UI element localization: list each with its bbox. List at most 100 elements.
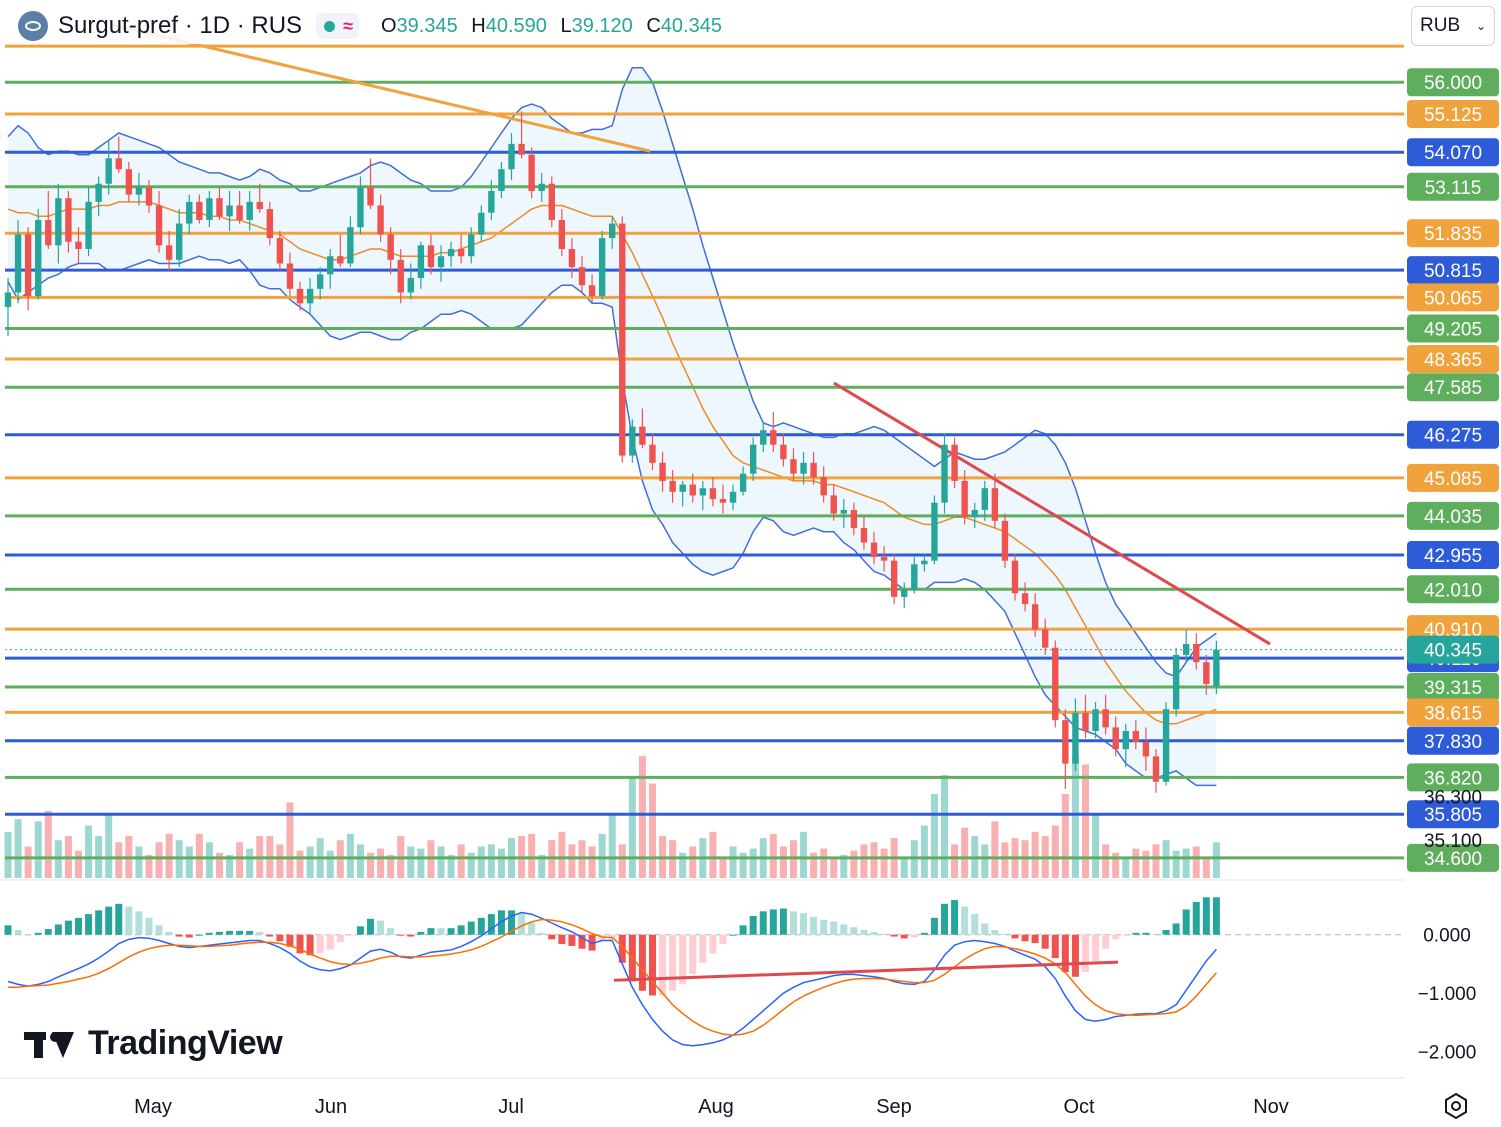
macd-histogram-bar [165, 931, 173, 935]
volume-bar [1092, 815, 1100, 878]
macd-histogram-bar [185, 934, 193, 938]
candle-body [649, 444, 656, 463]
candle-body [14, 234, 22, 293]
macd-histogram-bar [155, 925, 163, 935]
candle-body [1132, 731, 1140, 742]
volume-bar [961, 827, 969, 878]
volume-bar [528, 833, 536, 878]
volume-bar [286, 802, 294, 878]
price-level-label: 46.275 [1424, 426, 1482, 447]
volume-bar [4, 831, 12, 878]
macd-histogram-bar [890, 934, 898, 937]
price-level-tag [1407, 575, 1499, 604]
price-level-tag [1407, 138, 1499, 167]
price-level-tag [1407, 68, 1499, 97]
volume-bar [105, 815, 113, 878]
candle-body [931, 502, 938, 561]
volume-bar [1061, 794, 1069, 878]
macd-tick-label: −1.000 [1418, 984, 1477, 1005]
candle-body [115, 158, 122, 170]
candle-body [347, 227, 354, 264]
candle-body [1152, 756, 1160, 782]
open-value: 39.345 [396, 14, 458, 37]
macd-histogram-bar [457, 925, 465, 935]
candle-body [165, 245, 173, 260]
close-value: 40.345 [660, 14, 722, 37]
volume-bar [598, 833, 606, 878]
candle-body [125, 169, 133, 195]
volume-bar [860, 844, 868, 878]
macd-histogram-bar [880, 933, 888, 935]
volume-bar [920, 825, 928, 878]
candle-body [196, 201, 203, 220]
volume-bar [467, 852, 475, 878]
macd-histogram-bar [1081, 934, 1089, 973]
candle-body [175, 223, 183, 260]
price-level-label: 39.315 [1424, 678, 1482, 699]
volume-bar [296, 850, 304, 878]
symbol-title[interactable]: Surgut-pref · 1D · RUS [58, 12, 303, 39]
candle-body [619, 223, 626, 456]
candle-body [266, 209, 274, 239]
volume-bar [1182, 848, 1190, 878]
candle-body [820, 477, 827, 496]
orange-trend-line [109, 22, 651, 153]
macd-histogram-bar [135, 911, 143, 935]
macd-histogram-bar [548, 934, 556, 940]
current-price-tag [1407, 635, 1499, 664]
candle-body [206, 198, 213, 220]
macd-histogram-bar [900, 934, 908, 939]
volume-bar [155, 842, 163, 878]
macd-histogram-bar [779, 908, 787, 935]
volume-bar [1212, 842, 1220, 878]
price-level-tag [1407, 541, 1499, 570]
candle-body [880, 557, 888, 561]
volume-bar [1132, 848, 1140, 878]
candle-body [1102, 709, 1109, 728]
candle-body [780, 444, 787, 460]
volume-bar [628, 777, 636, 878]
candle-body [830, 495, 837, 514]
macd-histogram-bar [447, 928, 455, 935]
macd-histogram-bar [397, 934, 405, 936]
volume-bar [74, 850, 82, 878]
volume-bar [407, 846, 415, 878]
gear-icon[interactable] [1442, 1092, 1470, 1120]
candle-body [749, 444, 757, 474]
volume-bar [820, 848, 828, 878]
tradingview-brand[interactable]: TradingView [24, 1024, 283, 1063]
candle-body [941, 444, 948, 503]
macd-histogram-bar [840, 924, 848, 935]
macd-histogram-bar [44, 929, 52, 935]
candle-body [800, 462, 807, 474]
candle-body [609, 223, 616, 239]
volume-bar [226, 854, 234, 878]
candle-body [840, 509, 848, 514]
macd-histogram-bar [296, 934, 304, 954]
volume-bar [367, 852, 375, 878]
macd-histogram-bar [215, 931, 223, 935]
volume-bar [356, 844, 364, 878]
volume-bar [437, 846, 445, 878]
volume-bar [457, 844, 465, 878]
price-axis: 56.000 55.125 54.070 53.115 51.835 50.815 50.0… [0, 68, 1499, 881]
volume-bar [810, 852, 818, 878]
macd-histogram-bar [125, 906, 133, 935]
candle-body [901, 589, 908, 597]
macd-histogram-bar [920, 932, 928, 935]
macd-histogram-bar [991, 930, 999, 935]
macd-histogram-bar [538, 932, 546, 935]
currency-selector[interactable]: RUB ⌄ [1411, 6, 1495, 46]
market-status[interactable]: ≈ [316, 13, 359, 39]
price-level-label: 56.000 [1424, 73, 1482, 94]
macd-histogram-bar [427, 928, 435, 935]
candle-body [951, 444, 958, 481]
price-level-tag [1407, 344, 1499, 373]
volume-bar [346, 833, 354, 878]
macd-histogram-bar [508, 910, 515, 935]
volume-bar [1051, 825, 1059, 878]
macd-histogram-bar [578, 934, 586, 949]
volume-bar [638, 756, 646, 878]
volume-bar [135, 846, 143, 878]
